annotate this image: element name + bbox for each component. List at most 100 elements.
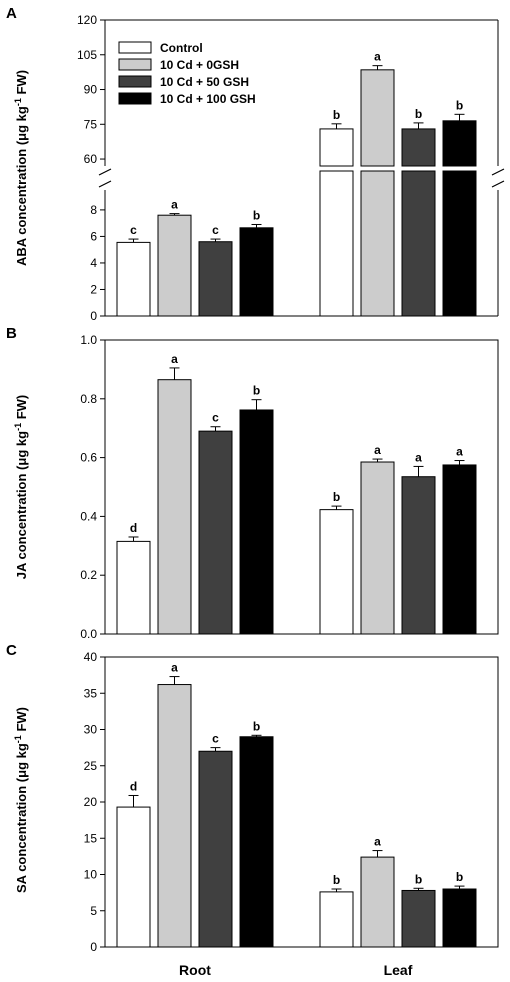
bar [116,540,151,635]
y-axis-label: SA concentration (μg kg-1 FW) [13,707,29,893]
axis-break-mark [491,168,505,176]
bar-lower-segment [319,170,354,317]
y-axis-label-part: FW) [14,395,29,423]
bar [198,241,233,317]
significance-letter: b [415,872,422,886]
significance-letter: c [212,732,219,746]
significance-letter: c [130,223,137,237]
bar [116,241,151,317]
legend: Control 10 Cd + 0GSH 10 Cd + 50 GSH 10 Cd +… [118,41,256,106]
panel-A: A 0 2 4 6 8 60 75 90 105 120 c b a a c b b b Control 10 Cd +… [6,5,505,323]
bar [239,409,274,635]
bar [239,736,274,948]
y-axis-label-part: -1 [13,423,23,431]
plot-frame [104,339,499,635]
bar [442,888,477,948]
significance-letter: b [333,108,340,122]
significance-letter: b [253,384,260,398]
bar [319,891,354,948]
bar-lower-segment [360,170,395,317]
axis-break-mark [98,168,112,176]
bar [360,856,395,948]
y-tick-label: 0.6 [80,451,97,465]
bar [157,214,192,317]
legend-swatch [118,92,152,105]
y-tick-label: 0 [90,309,97,323]
y-tick-label: 0.0 [80,627,97,641]
bar [360,461,395,635]
bar [157,379,192,635]
significance-letter: b [253,208,260,222]
y-tick-label: 40 [84,650,98,664]
y-axis-label-part: FW) [14,70,29,98]
y-tick-label: 0.8 [80,392,97,406]
y-axis-label-part: -1 [13,735,23,743]
significance-letter: b [415,107,422,121]
y-axis-label-part: SA concentration ( [14,777,29,893]
significance-letter: b [333,490,340,504]
y-axis-label-part: g kg [14,106,29,133]
bar [157,684,192,948]
significance-letter: a [171,352,178,366]
y-tick-label: 0.4 [80,509,97,523]
axis-break-mark [491,180,505,188]
y-tick-label: 8 [90,203,97,217]
bar [239,227,274,317]
y-tick-label: 0.2 [80,568,97,582]
panel-C: C 0 5 10 15 20 25 30 35 40 d b a a c b b b [6,642,499,954]
significance-letter: a [374,835,381,849]
y-tick-label: 75 [84,117,98,131]
y-axis-label-part: μ [14,133,29,141]
x-category-label: Root [179,962,211,978]
y-tick-label: 105 [77,48,97,62]
y-axis-label-part: ABA concentration ( [14,140,29,266]
y-tick-label: 25 [84,759,98,773]
legend-swatch [118,75,152,88]
significance-letter: b [253,719,260,733]
panel-letter: B [6,325,17,342]
bar-upper-segment [319,128,354,167]
y-axis-label-part: g kg [14,743,29,770]
bar-lower-segment [442,170,477,317]
legend-swatch [118,41,152,54]
y-axis-label: JA concentration (μg kg-1 FW) [13,395,29,580]
legend-swatch [118,58,152,71]
significance-letter: a [374,50,381,64]
y-axis-label: ABA concentration (μg kg-1 FW) [13,70,29,266]
y-axis-label-part: FW) [14,707,29,735]
y-tick-label: 2 [90,282,97,296]
bar [442,464,477,635]
panel-letter: A [6,5,17,22]
significance-letter: a [171,198,178,212]
significance-letter: c [212,411,219,425]
y-tick-label: 120 [77,13,97,27]
significance-letter: c [212,223,219,237]
y-tick-label: 60 [84,152,98,166]
legend-label: 10 Cd + 50 GSH [160,75,249,89]
bar-upper-segment [442,120,477,167]
y-tick-label: 35 [84,686,98,700]
bar [116,806,151,948]
significance-letter: b [456,98,463,112]
legend-label: 10 Cd + 100 GSH [160,92,256,106]
y-tick-label: 20 [84,795,98,809]
bar [401,889,436,948]
legend-label: 10 Cd + 0GSH [160,58,239,72]
y-tick-label: 5 [90,904,97,918]
y-tick-label: 1.0 [80,333,97,347]
y-axis-label-part: -1 [13,98,23,106]
y-axis-label-part: JA concentration ( [14,465,29,579]
panel-letter: C [6,642,17,659]
y-tick-label: 0 [90,940,97,954]
significance-letter: a [456,445,463,459]
axis-break-mark [98,180,112,188]
y-tick-label: 90 [84,83,98,97]
y-tick-label: 4 [90,256,97,270]
y-axis-label-part: μ [14,458,29,466]
significance-letter: d [130,521,137,535]
significance-letter: b [333,873,340,887]
significance-letter: d [130,779,137,793]
bar [401,476,436,635]
panel-B: B 0.0 0.2 0.4 0.6 0.8 1.0 d b a a c a b a [6,325,499,641]
significance-letter: a [415,450,422,464]
